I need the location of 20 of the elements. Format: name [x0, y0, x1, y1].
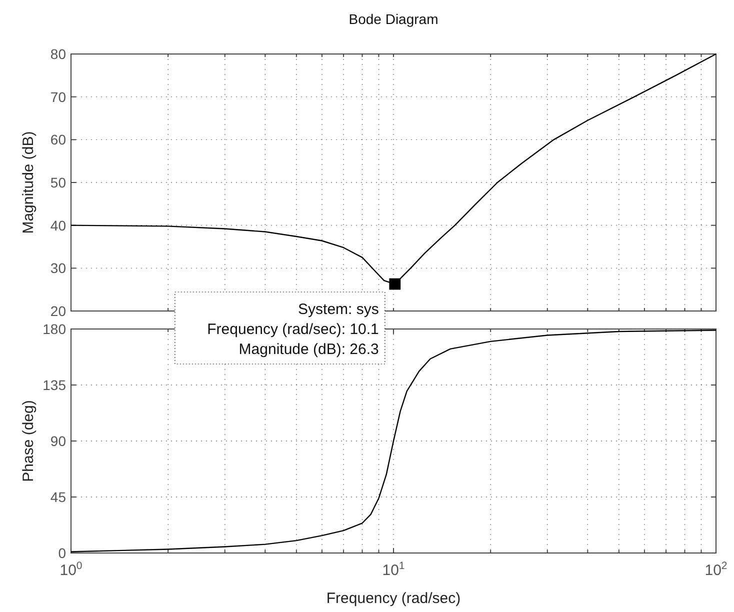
y-tick-label: 20 — [50, 303, 66, 319]
annotation: System: sys Frequency (rad/sec): 10.1 Magnitude (dB): 26.3 — [207, 301, 379, 358]
y-tick-label: 50 — [50, 174, 66, 190]
chart-title: Bode Diagram — [348, 11, 438, 27]
y-tick-label: 40 — [50, 217, 66, 234]
x-tick-label: 10$^{2}$ — [704, 560, 728, 579]
x-tick-label: 10$^{1}$ — [382, 560, 405, 579]
y-tick-label: 180 — [42, 321, 66, 337]
x-tick-label: 10$^{0}$ — [60, 560, 82, 579]
x-axis-title: Frequency (rad/sec) — [326, 590, 461, 607]
y-tick-label: 70 — [50, 88, 66, 105]
y-axis-title: Magnitude (dB) — [20, 131, 37, 234]
y-tick-label: 80 — [50, 46, 66, 62]
y-axis-title: Phase (deg) — [20, 400, 37, 482]
y-tick-label: 135 — [42, 377, 66, 393]
y-tick-label: 0 — [58, 545, 66, 561]
y-tick-label: 45 — [50, 489, 66, 505]
y-tick-label: 60 — [50, 132, 66, 148]
y-tick-label: 90 — [50, 433, 66, 449]
y-tick-label: 30 — [50, 260, 66, 276]
